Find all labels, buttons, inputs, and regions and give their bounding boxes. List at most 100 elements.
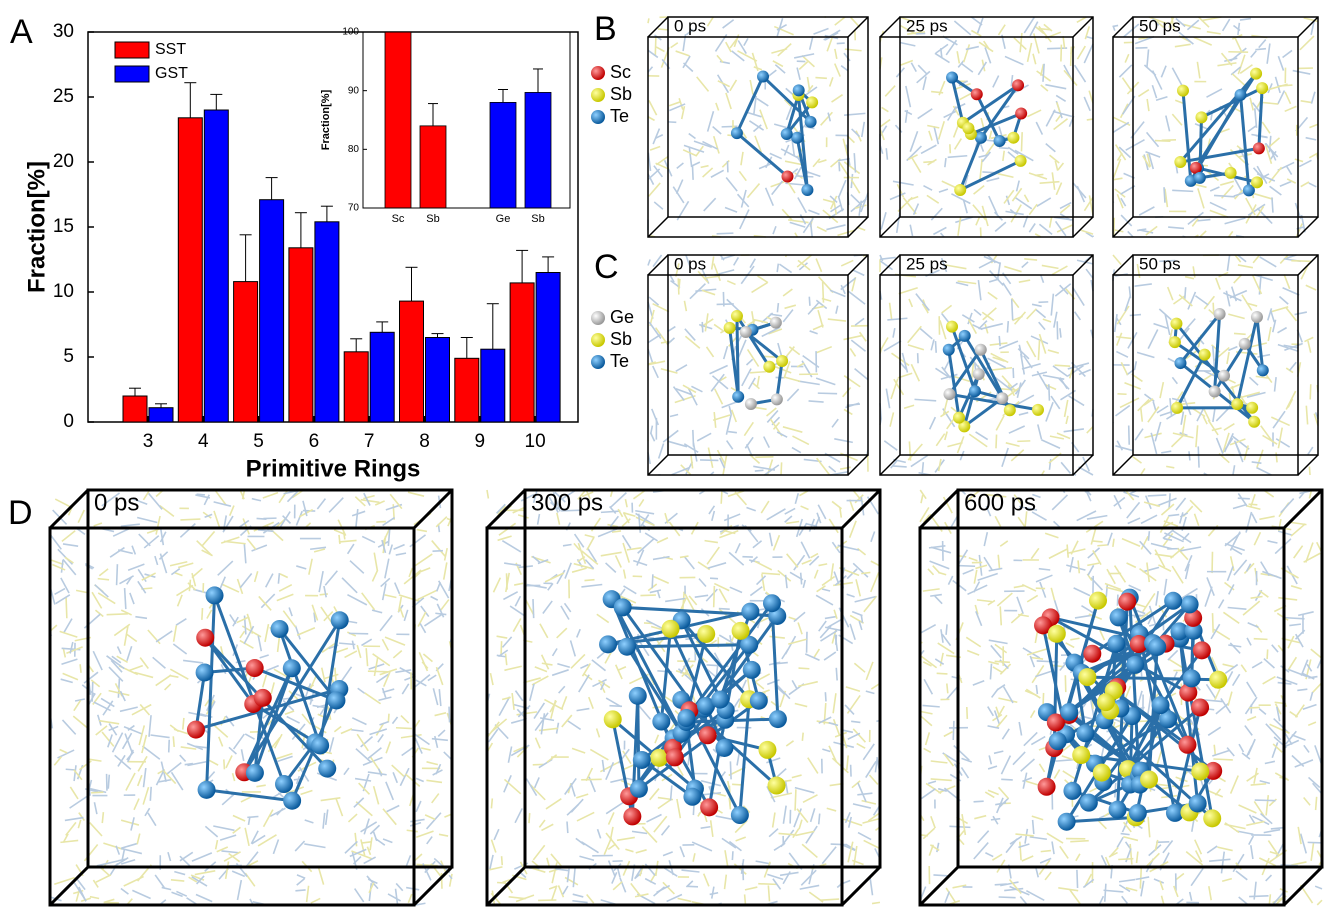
bond-wire — [848, 842, 853, 863]
bond-wire — [132, 890, 150, 898]
bond-wire — [1189, 451, 1190, 460]
bond-wire — [577, 709, 590, 711]
bond-wire — [1247, 638, 1251, 646]
bond-wire — [800, 215, 805, 225]
bond-wire — [213, 826, 234, 830]
bond-wire — [1148, 817, 1150, 838]
bond-wire — [1209, 886, 1211, 900]
bond-wire — [344, 768, 349, 775]
bond-wire — [419, 652, 427, 671]
bond-wire — [805, 654, 819, 660]
bond-wire — [1116, 352, 1128, 358]
bond-wire — [707, 347, 714, 357]
bond-wire — [716, 103, 719, 111]
bond-wire — [663, 852, 673, 856]
bond-wire — [1014, 586, 1025, 588]
bond-wire — [998, 555, 999, 570]
bond-wire — [1217, 847, 1232, 850]
bond-wire — [799, 62, 807, 70]
bond-wire — [967, 651, 979, 656]
bond-wire — [640, 595, 655, 596]
error-bar — [487, 304, 499, 350]
bond-wire — [1247, 682, 1256, 697]
bond-wire — [1308, 341, 1311, 353]
atom — [1256, 82, 1268, 94]
bond-wire — [1298, 612, 1313, 616]
bar — [289, 248, 313, 422]
bond-wire — [974, 801, 984, 802]
bond-wire — [149, 715, 151, 737]
bond-wire — [684, 444, 698, 453]
bond-wire — [601, 552, 622, 556]
bond-wire — [264, 810, 273, 827]
bond-wire — [713, 127, 722, 134]
bond-wire — [930, 595, 942, 597]
bond-wire — [539, 820, 545, 827]
bond-wire — [1224, 424, 1234, 430]
bond-wire — [798, 668, 809, 669]
atom — [763, 594, 781, 612]
bond-wire — [1252, 514, 1257, 523]
bond-wire — [1278, 56, 1283, 70]
bond-wire — [1032, 816, 1043, 820]
bond-wire — [1065, 400, 1068, 417]
atom — [1063, 782, 1081, 800]
bond-wire — [1043, 375, 1064, 379]
bond-wire — [1246, 822, 1264, 826]
bond-wire — [1105, 884, 1106, 902]
bond-wire — [1027, 110, 1041, 117]
bond-wire — [165, 684, 171, 690]
bond-wire — [1130, 315, 1141, 316]
bond-wire — [732, 51, 745, 61]
bond-wire — [1063, 36, 1065, 48]
bond-wire — [1233, 505, 1247, 509]
bond-wire — [866, 691, 875, 693]
bond-wire — [768, 885, 769, 901]
bond-wire — [922, 705, 939, 706]
bond-wire — [646, 815, 661, 822]
bond-wire — [1254, 194, 1273, 200]
bond-wire — [96, 875, 111, 882]
box-edge — [880, 17, 900, 37]
bond-wire — [271, 682, 274, 693]
atom — [959, 330, 971, 342]
bond-wire — [89, 759, 101, 761]
bond-wire — [1051, 588, 1054, 600]
bond-wire — [650, 590, 661, 593]
bond-wire — [535, 777, 539, 787]
bond-wire — [935, 341, 936, 353]
atom — [198, 781, 216, 799]
bond-wire — [304, 844, 325, 848]
bond-wire — [1001, 779, 1013, 780]
bond-wire — [1176, 873, 1184, 880]
bond-wire — [1311, 649, 1322, 658]
bond-wire — [336, 799, 342, 816]
bond-wire — [1195, 184, 1207, 187]
y-tick-label: 100 — [342, 27, 359, 38]
bond-wire — [587, 895, 594, 904]
bond-wire — [1075, 65, 1086, 82]
legend-label: Te — [610, 351, 629, 371]
bond-wire — [658, 799, 672, 808]
bond-wire — [598, 829, 601, 838]
bond-wire — [139, 725, 144, 745]
bond-wire — [118, 646, 121, 653]
bond-wire — [1060, 846, 1068, 858]
bond-wire — [383, 689, 395, 692]
bond-wire — [933, 875, 947, 876]
bond-wire — [929, 131, 932, 141]
error-bar — [266, 178, 278, 200]
bond-wire — [853, 804, 871, 808]
bond-wire — [156, 675, 171, 685]
bond-wire — [993, 667, 1003, 673]
bond-wire — [491, 719, 507, 732]
bond-wire — [679, 98, 683, 109]
bond-wire — [984, 557, 992, 570]
bond-wire — [1153, 71, 1162, 90]
error-bar — [295, 213, 307, 248]
bond-wire — [1019, 413, 1028, 415]
bond-wire — [1115, 446, 1132, 451]
bond-wire — [693, 443, 696, 462]
bond-wire — [775, 65, 785, 73]
bond-wire — [847, 695, 860, 713]
